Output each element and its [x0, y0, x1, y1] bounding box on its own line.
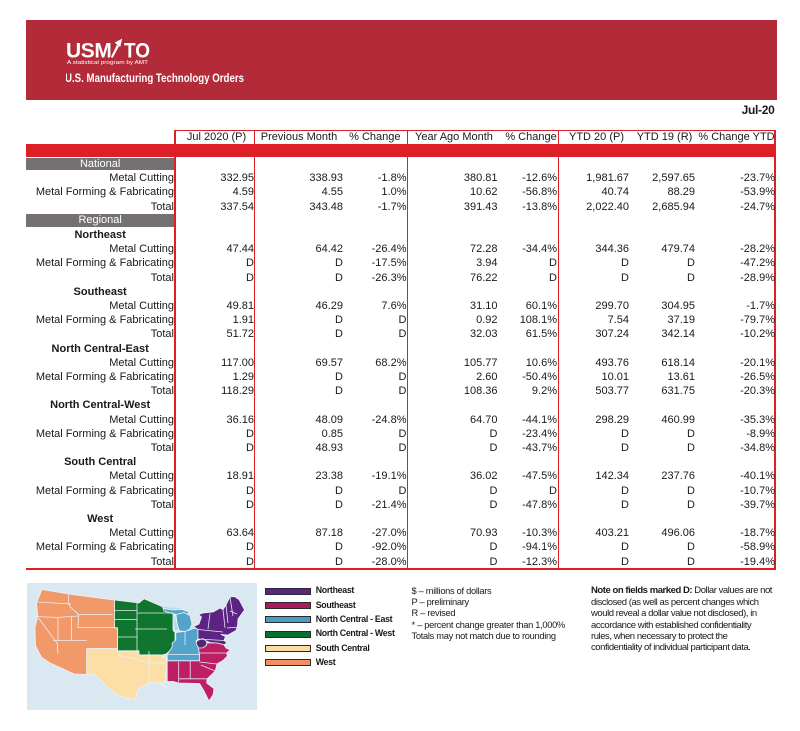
svg-text:U.S. Manufacturing Technology: U.S. Manufacturing Technology Orders: [66, 71, 244, 84]
svg-text:TO: TO: [124, 40, 150, 63]
svg-text:USM: USM: [66, 40, 111, 63]
svg-text:A statistical program by AMT: A statistical program by AMT: [67, 60, 149, 66]
